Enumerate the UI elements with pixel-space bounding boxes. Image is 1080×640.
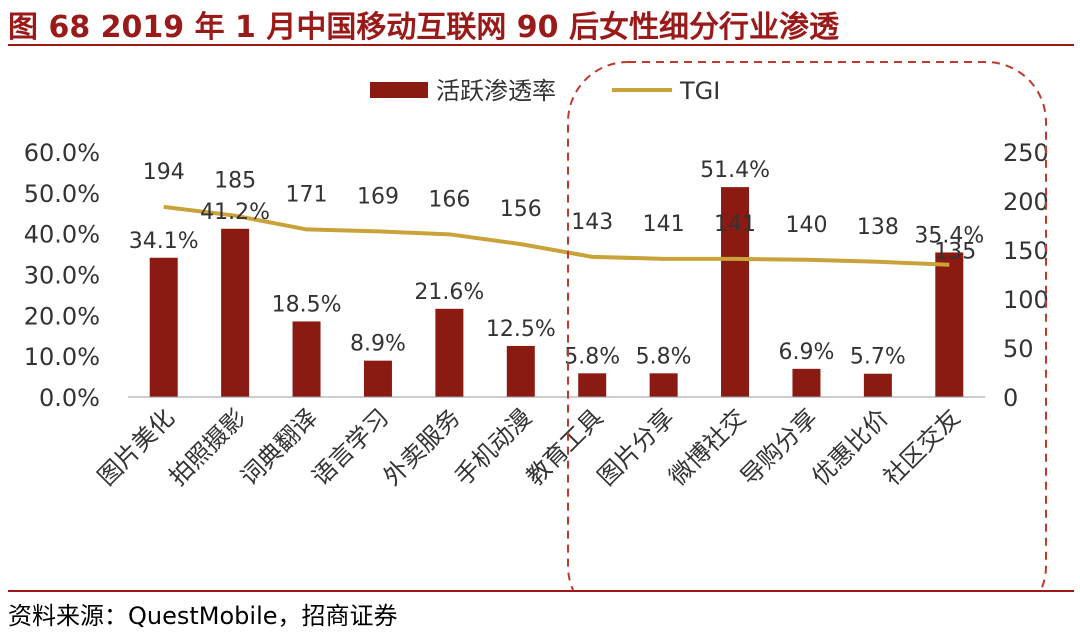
y-left-tick-label: 50.0% — [24, 180, 100, 208]
x-tick-label: 图片分享 — [592, 403, 680, 491]
bar-value-label: 5.7% — [850, 345, 906, 370]
tgi-value-label: 156 — [500, 197, 542, 222]
x-tick-label: 外卖服务 — [378, 403, 466, 491]
bar — [863, 373, 892, 397]
x-axis: 图片美化拍照摄影词典翻译语言学习外卖服务手机动漫教育工具图片分享微博社交导购分享… — [92, 396, 985, 491]
bar-value-label: 12.5% — [486, 317, 556, 342]
tgi-value-label: 143 — [571, 210, 613, 235]
bar-value-label: 35.4% — [914, 223, 984, 248]
bar-value-label: 5.8% — [636, 344, 692, 369]
tgi-value-label: 171 — [286, 182, 328, 207]
bar-series — [149, 187, 964, 397]
y-right-tick-label: 0 — [1003, 384, 1018, 412]
y-left-tick-label: 20.0% — [24, 302, 100, 330]
tgi-value-label: 194 — [143, 160, 185, 185]
bar — [435, 308, 464, 397]
y-left-tick-label: 10.0% — [24, 343, 100, 371]
tgi-value-label: 135 — [934, 240, 976, 265]
tgi-value-label: 138 — [857, 215, 899, 240]
legend: 活跃渗透率 TGI — [370, 77, 720, 105]
bar — [221, 228, 250, 397]
x-tick-label: 图片美化 — [92, 403, 180, 491]
y-left-axis: 0.0% 10.0% 20.0% 30.0% 40.0% 50.0% 60.0% — [24, 139, 100, 412]
x-tick-label: 教育工具 — [521, 403, 609, 491]
y-left-tick-label: 0.0% — [39, 384, 100, 412]
bar-value-label: 5.8% — [564, 344, 620, 369]
line-data-labels: 194 185 171 169 166 156 143 141 141 140 138 135 — [143, 160, 977, 265]
bar — [292, 321, 321, 397]
bar-data-labels: 34.1%41.2% 18.5% 8.9% 21.6%12.5% 5.8% 5.8% 51.… — [129, 158, 984, 370]
x-tick-label: 手机动漫 — [449, 403, 537, 491]
title-divider — [8, 44, 1074, 46]
line-series — [163, 204, 950, 267]
tgi-value-label: 169 — [357, 184, 399, 209]
x-tick-label: 词典翻译 — [235, 403, 323, 491]
bar — [506, 345, 535, 397]
bar — [363, 360, 392, 397]
x-tick-label: 优惠比价 — [806, 403, 894, 491]
chart-title: 图 68 2019 年 1 月中国移动互联网 90 后女性细分行业渗透 — [8, 10, 839, 45]
y-right-tick-label: 100 — [1003, 286, 1049, 314]
source-note: 资料来源：QuestMobile，招商证券 — [8, 602, 398, 630]
bar-value-label: 21.6% — [414, 280, 484, 305]
bar — [792, 368, 821, 397]
y-right-tick-label: 150 — [1003, 237, 1049, 265]
legend-swatch-bar — [370, 82, 428, 98]
y-left-tick-label: 40.0% — [24, 221, 100, 249]
x-tick-label: 拍照摄影 — [164, 403, 252, 491]
legend-label-line: TGI — [679, 77, 720, 105]
bar-value-label: 18.5% — [272, 292, 342, 317]
y-right-tick-label: 200 — [1003, 188, 1049, 216]
x-tick-label: 微博社交 — [664, 403, 752, 491]
bar — [721, 187, 750, 397]
bar — [578, 373, 607, 397]
bar — [649, 373, 678, 397]
x-tick-label: 导购分享 — [735, 403, 823, 491]
footer-divider — [8, 590, 1074, 592]
tgi-value-label: 141 — [714, 212, 756, 237]
chart: 0.0% 10.0% 20.0% 30.0% 40.0% 50.0% 60.0% 0 50 10… — [24, 61, 1049, 590]
tgi-value-label: 141 — [643, 212, 685, 237]
bar — [935, 252, 964, 397]
tgi-value-label: 140 — [785, 213, 827, 238]
highlight-dashed-rect — [567, 61, 1047, 590]
bar-value-label: 34.1% — [129, 229, 199, 254]
bar-value-label: 8.9% — [350, 332, 406, 357]
y-left-tick-label: 60.0% — [24, 139, 100, 167]
y-right-axis: 0 50 100 150 200 250 — [1003, 139, 1049, 412]
tgi-line — [163, 204, 950, 267]
highlight-box — [567, 61, 1047, 590]
tgi-value-label: 166 — [428, 187, 470, 212]
y-left-tick-label: 30.0% — [24, 262, 100, 290]
x-tick-label: 语言学习 — [307, 403, 395, 491]
x-tick-label: 社区交友 — [878, 403, 966, 491]
bar — [149, 257, 178, 397]
y-right-tick-label: 250 — [1003, 139, 1049, 167]
tgi-value-label: 185 — [214, 169, 256, 194]
bar-value-label: 6.9% — [779, 340, 835, 365]
bar-value-label: 41.2% — [200, 200, 270, 225]
legend-label-bar: 活跃渗透率 — [436, 77, 556, 105]
y-right-tick-label: 50 — [1003, 335, 1034, 363]
bar-value-label: 51.4% — [700, 158, 770, 183]
